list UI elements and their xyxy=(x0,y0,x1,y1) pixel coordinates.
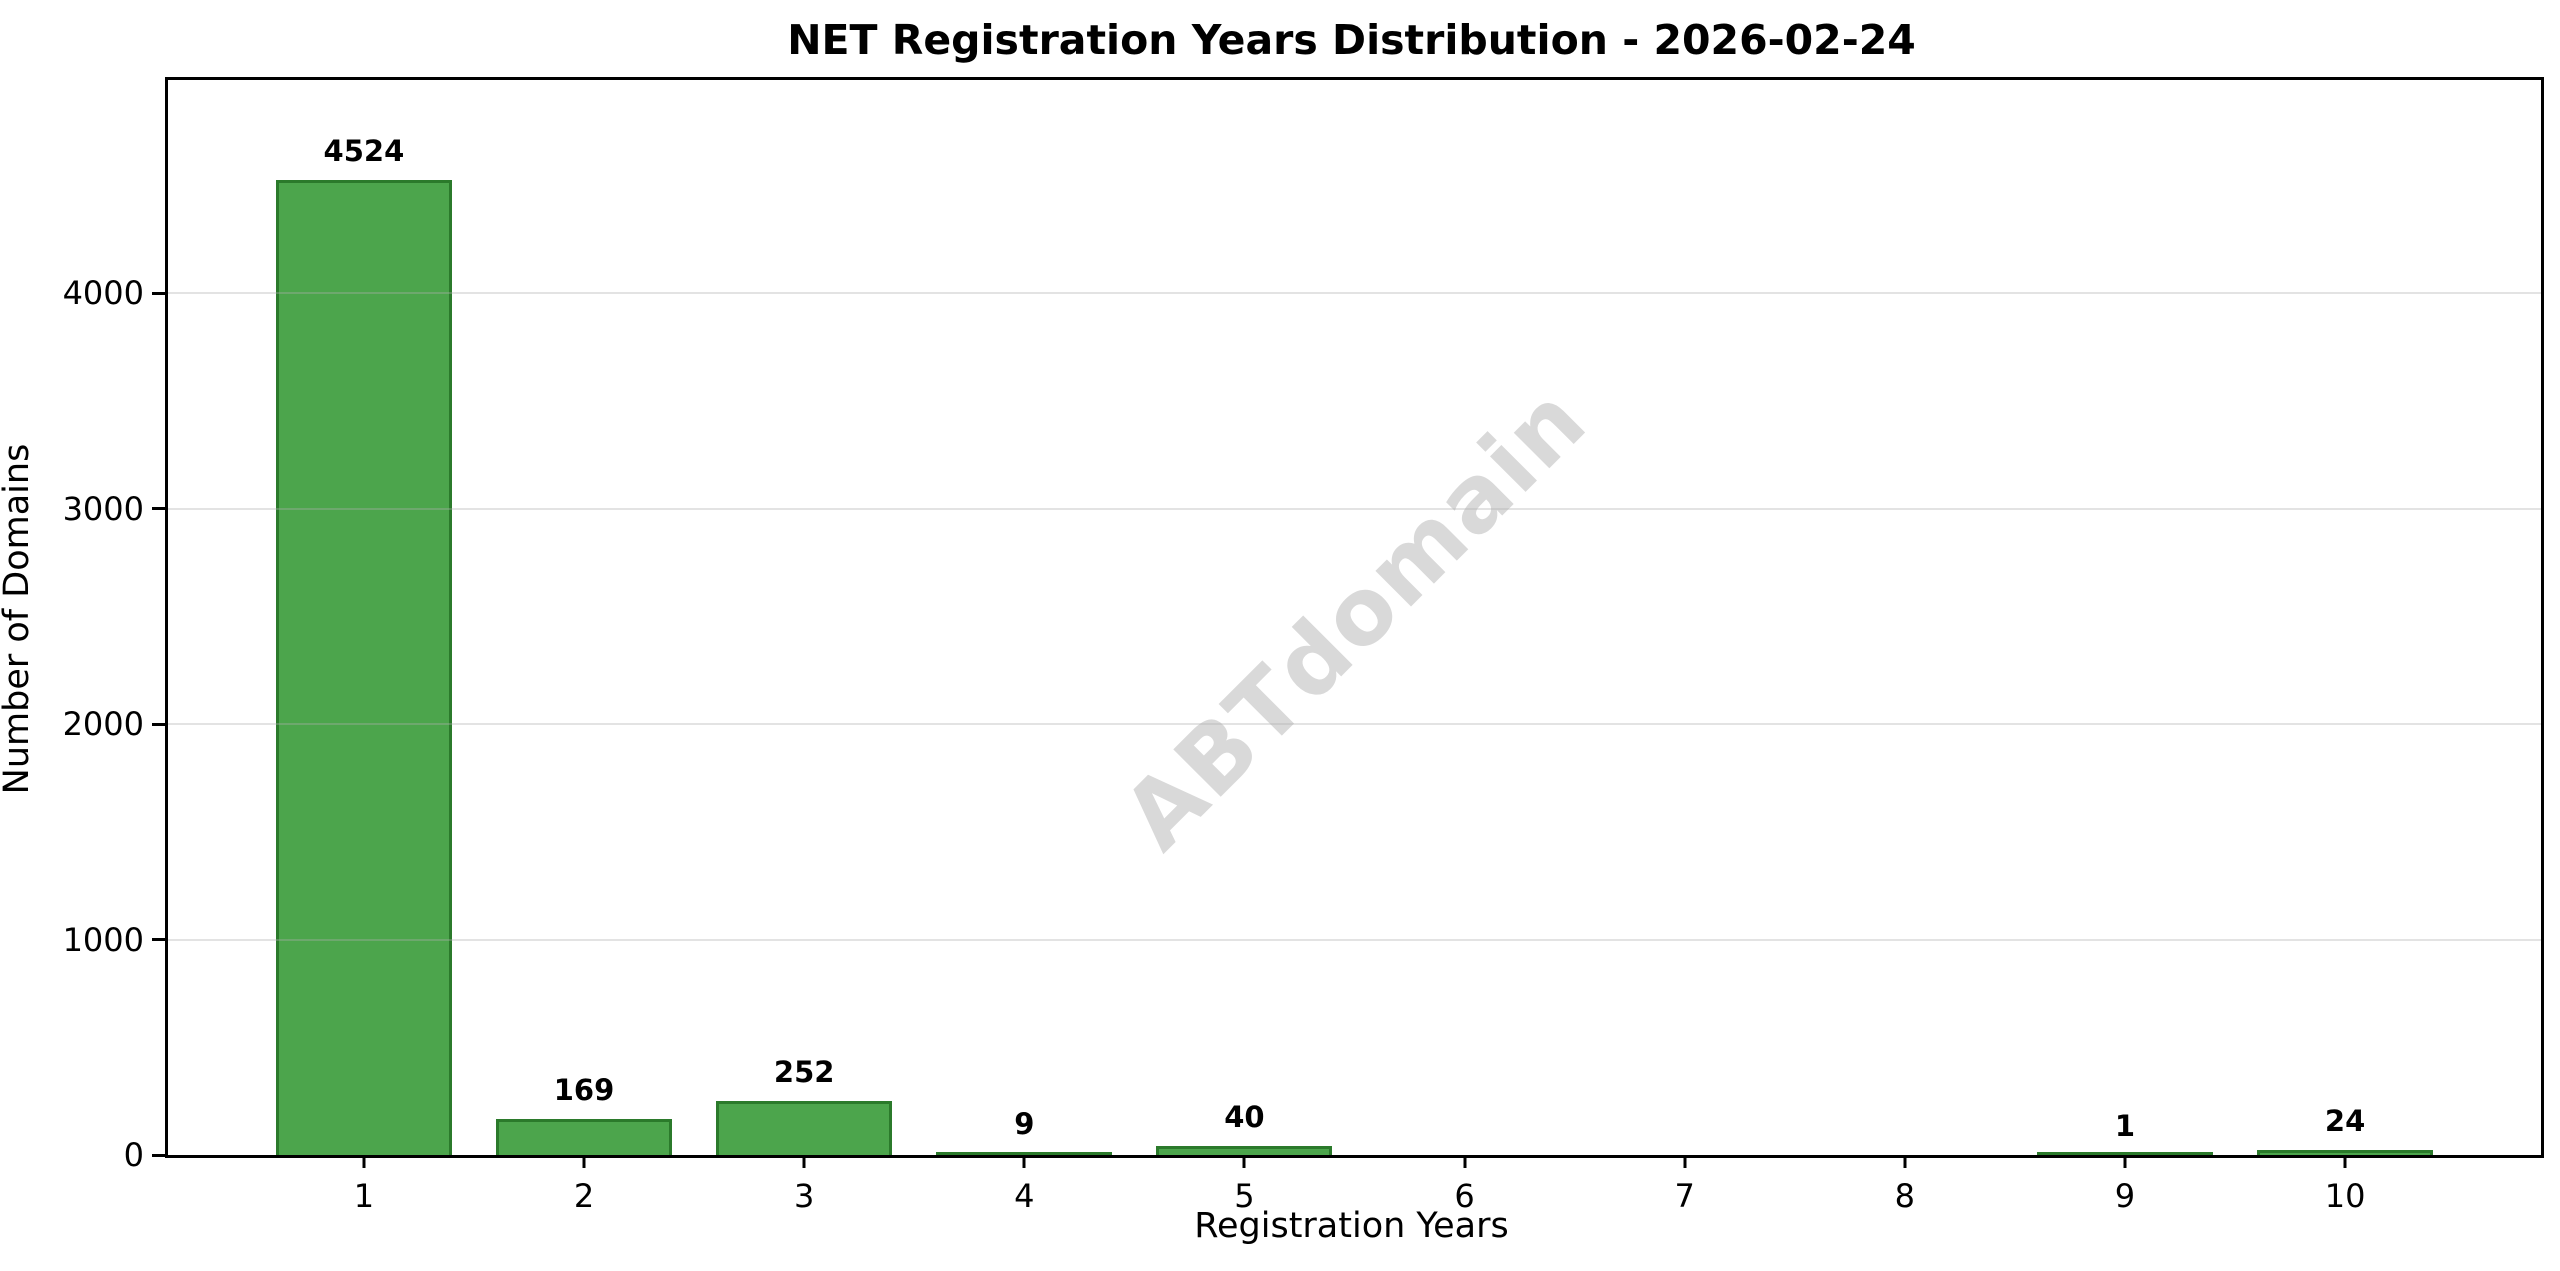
y-axis-label: Number of Domains xyxy=(0,443,37,795)
y-tick-label: 3000 xyxy=(62,489,144,528)
x-tick-mark xyxy=(1242,1155,1246,1168)
x-tick-mark xyxy=(362,1155,366,1168)
x-tick-label: 3 xyxy=(793,1177,815,1215)
x-tick-label: 7 xyxy=(1674,1177,1695,1215)
bar-value-label: 24 xyxy=(2324,1103,2366,1138)
bar-value-label: 1 xyxy=(2114,1108,2136,1143)
bar-value-label: 169 xyxy=(553,1072,615,1107)
x-tick-label: 8 xyxy=(1894,1177,1915,1215)
x-tick-mark xyxy=(1683,1155,1687,1168)
x-tick-mark xyxy=(1022,1155,1026,1168)
y-tick-label: 0 xyxy=(123,1136,144,1174)
x-tick-label: 1 xyxy=(353,1177,375,1215)
bar xyxy=(1156,1146,1333,1155)
bar xyxy=(495,1118,673,1155)
gridline xyxy=(168,292,2541,295)
x-tick-label: 4 xyxy=(1014,1177,1035,1215)
x-tick-label: 5 xyxy=(1234,1177,1255,1215)
y-tick-mark xyxy=(152,507,165,511)
x-tick-label: 2 xyxy=(573,1177,595,1215)
x-tick-label: 10 xyxy=(2324,1177,2366,1215)
x-tick-mark xyxy=(802,1155,806,1168)
x-tick-mark xyxy=(2343,1155,2347,1168)
y-tick-label: 4000 xyxy=(62,274,144,313)
bar xyxy=(2257,1149,2434,1155)
y-tick-mark xyxy=(152,1153,165,1157)
bar-value-label: 252 xyxy=(773,1054,835,1089)
chart-title: NET Registration Years Distribution - 20… xyxy=(787,16,1916,64)
bar-value-label: 9 xyxy=(1014,1107,1035,1142)
x-axis-label: Registration Years xyxy=(1194,1206,1509,1246)
x-tick-mark xyxy=(2123,1155,2127,1168)
x-tick-label: 6 xyxy=(1454,1177,1475,1215)
gridline xyxy=(168,507,2541,510)
y-tick-label: 1000 xyxy=(62,920,144,959)
bar xyxy=(936,1152,1113,1155)
y-tick-label: 2000 xyxy=(62,705,144,744)
bar xyxy=(2036,1152,2213,1155)
y-tick-mark xyxy=(152,291,165,295)
watermark: ABTdomain xyxy=(1102,365,1607,870)
bar xyxy=(275,180,452,1155)
x-tick-mark xyxy=(1463,1155,1467,1168)
bar-value-label: 4524 xyxy=(323,134,405,169)
x-tick-mark xyxy=(582,1155,586,1168)
gridline xyxy=(168,938,2541,941)
plot-area: ABTdomain 0 1000 2000 3000 4000 4524 1 169 2 252 3… xyxy=(63,77,2544,1215)
y-tick-mark xyxy=(152,938,165,942)
gridline xyxy=(168,723,2541,726)
bar xyxy=(716,1100,893,1155)
y-tick-mark xyxy=(152,722,165,726)
x-tick-mark xyxy=(1903,1155,1907,1168)
x-tick-label: 9 xyxy=(2114,1177,2136,1215)
bar-value-label: 40 xyxy=(1224,1100,1265,1135)
